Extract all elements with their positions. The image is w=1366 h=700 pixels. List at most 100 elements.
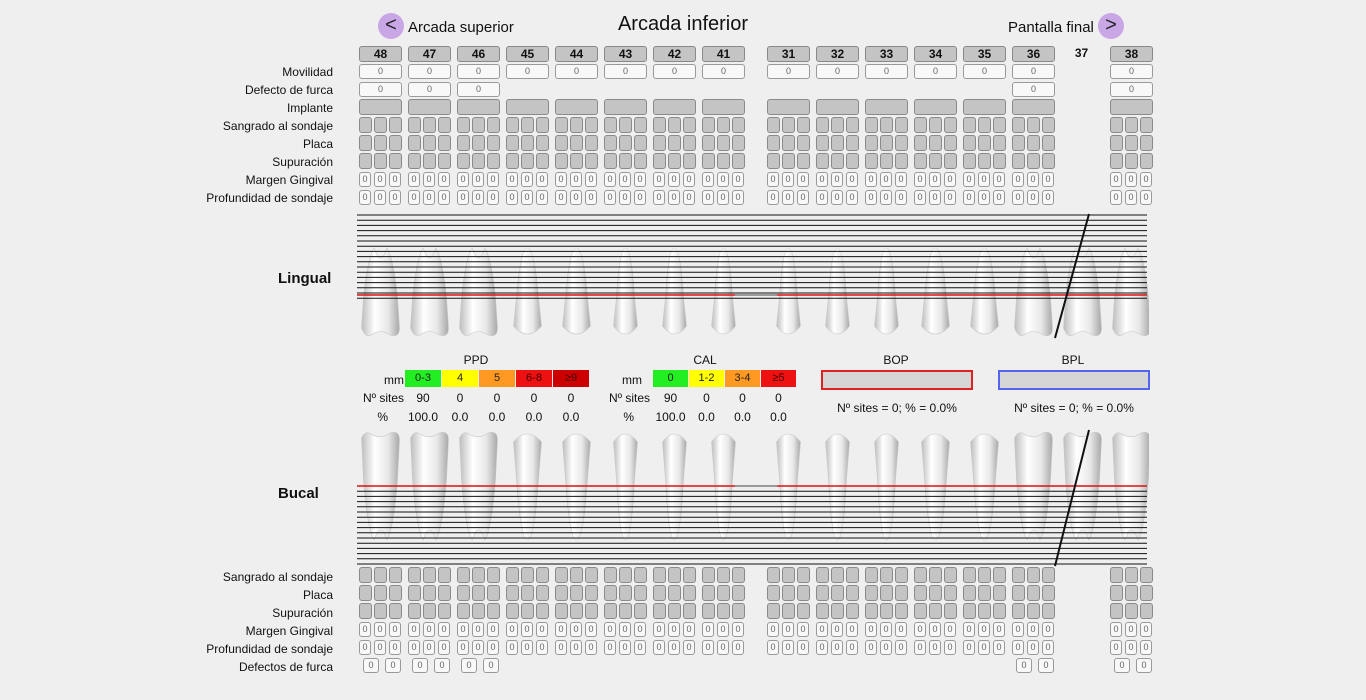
bleeding-bottom-36-1[interactable] xyxy=(1027,567,1040,583)
bleeding-top-32-2[interactable] xyxy=(846,117,859,133)
bleeding-bottom-33-2[interactable] xyxy=(895,567,908,583)
plaque-top-31-1[interactable] xyxy=(782,135,795,151)
probing-depth-top-36-0[interactable]: 0 xyxy=(1012,190,1024,205)
suppuration-bottom-41-1[interactable] xyxy=(717,603,730,619)
suppuration-top-46-2[interactable] xyxy=(487,153,500,169)
bleeding-top-45-1[interactable] xyxy=(521,117,534,133)
suppuration-top-34-2[interactable] xyxy=(944,153,957,169)
bleeding-top-45-2[interactable] xyxy=(536,117,549,133)
implant-toggle-43[interactable] xyxy=(604,99,647,115)
gingival-margin-bottom-46-0[interactable]: 0 xyxy=(457,622,469,637)
gingival-margin-bottom-33-1[interactable]: 0 xyxy=(880,622,892,637)
suppuration-top-45-1[interactable] xyxy=(521,153,534,169)
furcation-bottom-46-1[interactable]: 0 xyxy=(483,658,499,673)
mobility-input-32[interactable]: 0 xyxy=(816,64,859,79)
bleeding-bottom-46-1[interactable] xyxy=(472,567,485,583)
suppuration-top-47-0[interactable] xyxy=(408,153,421,169)
mobility-input-44[interactable]: 0 xyxy=(555,64,598,79)
probing-depth-bottom-33-0[interactable]: 0 xyxy=(865,640,877,655)
gingival-margin-bottom-41-1[interactable]: 0 xyxy=(717,622,729,637)
gingival-margin-top-45-1[interactable]: 0 xyxy=(521,172,533,187)
tooth-header-35[interactable]: 35 xyxy=(963,46,1006,62)
probing-depth-top-44-0[interactable]: 0 xyxy=(555,190,567,205)
plaque-top-45-2[interactable] xyxy=(536,135,549,151)
suppuration-top-43-0[interactable] xyxy=(604,153,617,169)
gingival-margin-top-44-2[interactable]: 0 xyxy=(585,172,597,187)
gingival-margin-bottom-47-0[interactable]: 0 xyxy=(408,622,420,637)
probing-depth-bottom-45-2[interactable]: 0 xyxy=(536,640,548,655)
gingival-margin-bottom-45-0[interactable]: 0 xyxy=(506,622,518,637)
implant-toggle-31[interactable] xyxy=(767,99,810,115)
suppuration-bottom-34-0[interactable] xyxy=(914,603,927,619)
suppuration-bottom-45-2[interactable] xyxy=(536,603,549,619)
plaque-top-46-2[interactable] xyxy=(487,135,500,151)
gingival-margin-bottom-31-0[interactable]: 0 xyxy=(767,622,779,637)
tooth-header-31[interactable]: 31 xyxy=(767,46,810,62)
probing-depth-bottom-47-0[interactable]: 0 xyxy=(408,640,420,655)
gingival-margin-top-33-2[interactable]: 0 xyxy=(895,172,907,187)
implant-toggle-42[interactable] xyxy=(653,99,696,115)
bleeding-bottom-46-0[interactable] xyxy=(457,567,470,583)
suppuration-top-38-1[interactable] xyxy=(1125,153,1138,169)
gingival-margin-top-46-0[interactable]: 0 xyxy=(457,172,469,187)
plaque-bottom-38-2[interactable] xyxy=(1140,585,1153,601)
mobility-input-42[interactable]: 0 xyxy=(653,64,696,79)
plaque-bottom-43-1[interactable] xyxy=(619,585,632,601)
bleeding-top-34-1[interactable] xyxy=(929,117,942,133)
gingival-margin-top-42-2[interactable]: 0 xyxy=(683,172,695,187)
plaque-top-42-2[interactable] xyxy=(683,135,696,151)
gingival-margin-bottom-48-2[interactable]: 0 xyxy=(389,622,401,637)
bleeding-top-47-1[interactable] xyxy=(423,117,436,133)
plaque-top-42-1[interactable] xyxy=(668,135,681,151)
probing-depth-bottom-32-2[interactable]: 0 xyxy=(846,640,858,655)
gingival-margin-top-38-0[interactable]: 0 xyxy=(1110,172,1122,187)
gingival-margin-bottom-43-0[interactable]: 0 xyxy=(604,622,616,637)
probing-depth-bottom-44-0[interactable]: 0 xyxy=(555,640,567,655)
plaque-bottom-45-1[interactable] xyxy=(521,585,534,601)
implant-toggle-33[interactable] xyxy=(865,99,908,115)
plaque-top-35-2[interactable] xyxy=(993,135,1006,151)
bleeding-bottom-38-1[interactable] xyxy=(1125,567,1138,583)
implant-toggle-41[interactable] xyxy=(702,99,745,115)
probing-depth-top-33-2[interactable]: 0 xyxy=(895,190,907,205)
tooth-header-43[interactable]: 43 xyxy=(604,46,647,62)
suppuration-bottom-42-2[interactable] xyxy=(683,603,696,619)
plaque-bottom-48-0[interactable] xyxy=(359,585,372,601)
plaque-top-38-2[interactable] xyxy=(1140,135,1153,151)
plaque-bottom-32-2[interactable] xyxy=(846,585,859,601)
gingival-margin-top-31-1[interactable]: 0 xyxy=(782,172,794,187)
plaque-bottom-41-1[interactable] xyxy=(717,585,730,601)
suppuration-bottom-31-0[interactable] xyxy=(767,603,780,619)
gingival-margin-top-41-1[interactable]: 0 xyxy=(717,172,729,187)
bleeding-top-38-2[interactable] xyxy=(1140,117,1153,133)
plaque-top-34-2[interactable] xyxy=(944,135,957,151)
plaque-bottom-48-1[interactable] xyxy=(374,585,387,601)
probing-depth-top-41-0[interactable]: 0 xyxy=(702,190,714,205)
plaque-top-41-1[interactable] xyxy=(717,135,730,151)
bleeding-bottom-35-1[interactable] xyxy=(978,567,991,583)
suppuration-top-47-1[interactable] xyxy=(423,153,436,169)
gingival-margin-top-31-0[interactable]: 0 xyxy=(767,172,779,187)
plaque-top-38-0[interactable] xyxy=(1110,135,1123,151)
plaque-bottom-36-0[interactable] xyxy=(1012,585,1025,601)
mobility-input-35[interactable]: 0 xyxy=(963,64,1006,79)
probing-depth-bottom-36-0[interactable]: 0 xyxy=(1012,640,1024,655)
probing-depth-top-46-1[interactable]: 0 xyxy=(472,190,484,205)
bleeding-bottom-41-2[interactable] xyxy=(732,567,745,583)
probing-depth-bottom-38-2[interactable]: 0 xyxy=(1140,640,1152,655)
probing-depth-bottom-38-0[interactable]: 0 xyxy=(1110,640,1122,655)
plaque-top-31-0[interactable] xyxy=(767,135,780,151)
probing-depth-bottom-43-2[interactable]: 0 xyxy=(634,640,646,655)
mobility-input-48[interactable]: 0 xyxy=(359,64,402,79)
bleeding-top-35-2[interactable] xyxy=(993,117,1006,133)
gingival-margin-bottom-35-0[interactable]: 0 xyxy=(963,622,975,637)
gingival-margin-bottom-36-0[interactable]: 0 xyxy=(1012,622,1024,637)
suppuration-bottom-47-1[interactable] xyxy=(423,603,436,619)
plaque-top-47-2[interactable] xyxy=(438,135,451,151)
plaque-bottom-46-1[interactable] xyxy=(472,585,485,601)
gingival-margin-top-45-0[interactable]: 0 xyxy=(506,172,518,187)
suppuration-top-44-0[interactable] xyxy=(555,153,568,169)
probing-depth-bottom-44-1[interactable]: 0 xyxy=(570,640,582,655)
gingival-margin-top-31-2[interactable]: 0 xyxy=(797,172,809,187)
gingival-margin-top-32-0[interactable]: 0 xyxy=(816,172,828,187)
